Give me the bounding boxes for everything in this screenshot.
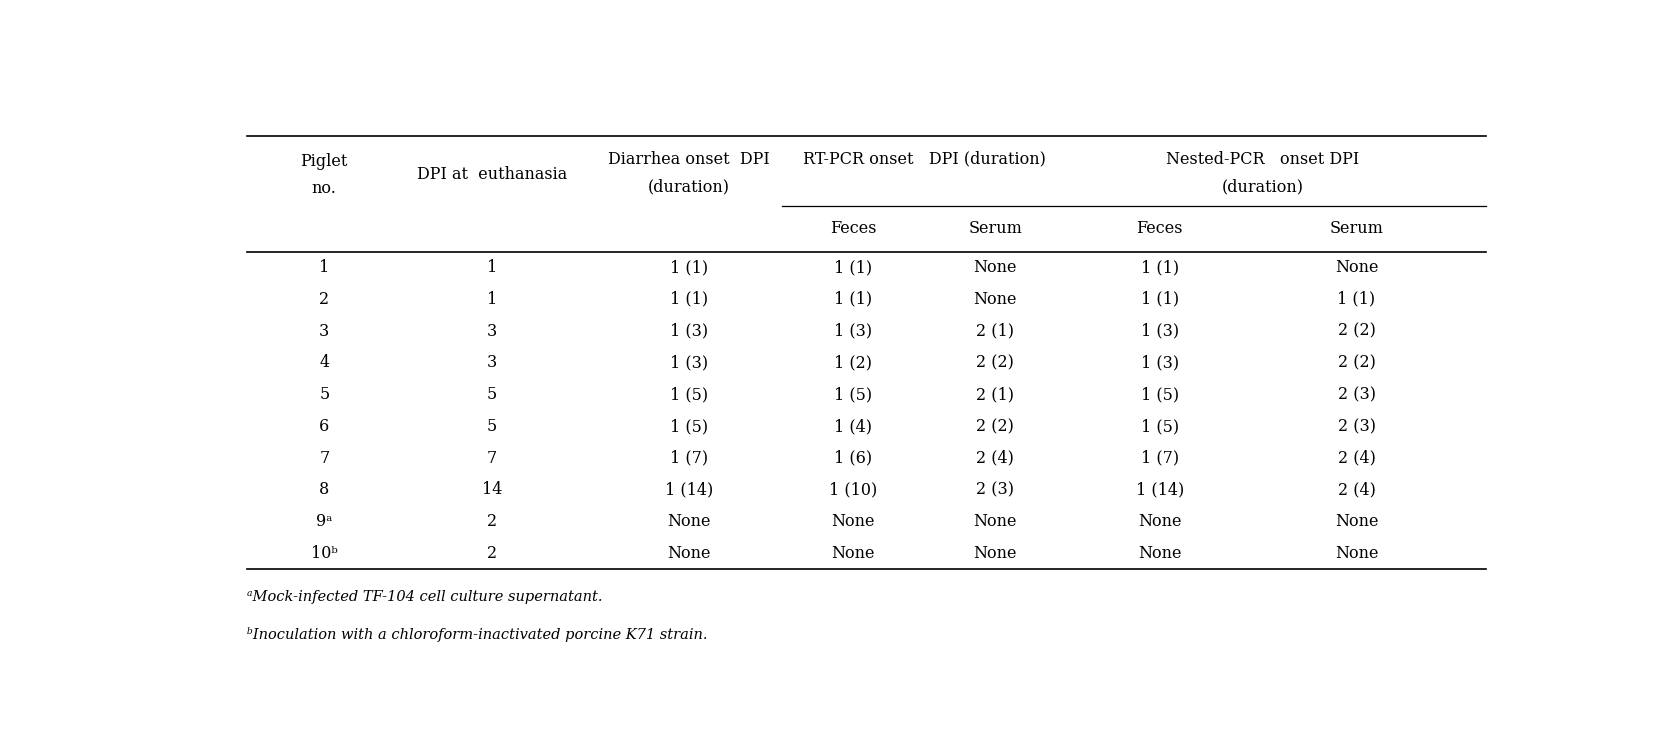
Text: 9ᵃ: 9ᵃ — [316, 513, 333, 530]
Text: None: None — [667, 545, 711, 562]
Text: 2: 2 — [319, 291, 329, 308]
Text: 1 (5): 1 (5) — [1140, 386, 1178, 404]
Text: ᵇInoculation with a chloroform-inactivated porcine K71 strain.: ᵇInoculation with a chloroform-inactivat… — [246, 627, 707, 642]
Text: 2 (1): 2 (1) — [975, 322, 1013, 340]
Text: Piglet: Piglet — [301, 153, 348, 170]
Text: 2 (4): 2 (4) — [1336, 482, 1374, 499]
Text: 2 (2): 2 (2) — [975, 354, 1013, 371]
Text: DPI at  euthanasia: DPI at euthanasia — [416, 166, 567, 183]
Text: RT-PCR onset   DPI (duration): RT-PCR onset DPI (duration) — [802, 151, 1045, 168]
Text: 1 (5): 1 (5) — [834, 386, 872, 404]
Text: 1 (10): 1 (10) — [829, 482, 877, 499]
Text: 1: 1 — [319, 259, 329, 276]
Text: None: None — [973, 291, 1017, 308]
Text: 14: 14 — [481, 482, 503, 499]
Text: 2 (4): 2 (4) — [975, 450, 1013, 466]
Text: 1 (4): 1 (4) — [834, 418, 872, 435]
Text: Nested-PCR   onset DPI: Nested-PCR onset DPI — [1166, 151, 1359, 168]
Text: None: None — [1137, 545, 1181, 562]
Text: 2 (2): 2 (2) — [1336, 354, 1374, 371]
Text: None: None — [830, 545, 875, 562]
Text: 7: 7 — [319, 450, 329, 466]
Text: 2 (2): 2 (2) — [975, 418, 1013, 435]
Text: None: None — [973, 259, 1017, 276]
Text: 2 (4): 2 (4) — [1336, 450, 1374, 466]
Text: 1 (14): 1 (14) — [664, 482, 712, 499]
Text: 4: 4 — [319, 354, 329, 371]
Text: Feces: Feces — [1137, 220, 1183, 237]
Text: 1 (5): 1 (5) — [669, 386, 707, 404]
Text: 1 (1): 1 (1) — [1336, 291, 1374, 308]
Text: 1 (7): 1 (7) — [1140, 450, 1178, 466]
Text: 3: 3 — [486, 322, 498, 340]
Text: 7: 7 — [486, 450, 498, 466]
Text: None: None — [1335, 259, 1378, 276]
Text: 1 (1): 1 (1) — [1140, 259, 1178, 276]
Text: 1 (3): 1 (3) — [1140, 322, 1178, 340]
Text: 5: 5 — [319, 386, 329, 404]
Text: 2 (2): 2 (2) — [1336, 322, 1374, 340]
Text: Feces: Feces — [830, 220, 875, 237]
Text: 1 (3): 1 (3) — [1140, 354, 1178, 371]
Text: 10ᵇ: 10ᵇ — [311, 545, 338, 562]
Text: 1 (5): 1 (5) — [669, 418, 707, 435]
Text: None: None — [830, 513, 875, 530]
Text: 8: 8 — [319, 482, 329, 499]
Text: no.: no. — [311, 180, 336, 196]
Text: 3: 3 — [319, 322, 329, 340]
Text: 2 (3): 2 (3) — [975, 482, 1013, 499]
Text: Serum: Serum — [1330, 220, 1383, 237]
Text: 1 (14): 1 (14) — [1135, 482, 1183, 499]
Text: 2 (3): 2 (3) — [1336, 386, 1374, 404]
Text: None: None — [973, 545, 1017, 562]
Text: 6: 6 — [319, 418, 329, 435]
Text: 3: 3 — [486, 354, 498, 371]
Text: 1 (2): 1 (2) — [834, 354, 872, 371]
Text: None: None — [973, 513, 1017, 530]
Text: 1 (1): 1 (1) — [1140, 291, 1178, 308]
Text: 2: 2 — [486, 513, 498, 530]
Text: ᵃMock-infected TF-104 cell culture supernatant.: ᵃMock-infected TF-104 cell culture super… — [246, 590, 602, 604]
Text: 1 (3): 1 (3) — [669, 322, 707, 340]
Text: 5: 5 — [486, 418, 498, 435]
Text: None: None — [1137, 513, 1181, 530]
Text: 1 (3): 1 (3) — [669, 354, 707, 371]
Text: None: None — [667, 513, 711, 530]
Text: 1 (1): 1 (1) — [669, 259, 707, 276]
Text: 1: 1 — [486, 291, 498, 308]
Text: 1 (3): 1 (3) — [834, 322, 872, 340]
Text: 2: 2 — [486, 545, 498, 562]
Text: 1 (7): 1 (7) — [669, 450, 707, 466]
Text: Serum: Serum — [968, 220, 1022, 237]
Text: 2 (1): 2 (1) — [975, 386, 1013, 404]
Text: 1 (1): 1 (1) — [669, 291, 707, 308]
Text: (duration): (duration) — [647, 178, 729, 196]
Text: None: None — [1335, 545, 1378, 562]
Text: None: None — [1335, 513, 1378, 530]
Text: 1 (6): 1 (6) — [834, 450, 872, 466]
Text: 1: 1 — [486, 259, 498, 276]
Text: 5: 5 — [486, 386, 498, 404]
Text: 2 (3): 2 (3) — [1336, 418, 1374, 435]
Text: (duration): (duration) — [1221, 178, 1303, 196]
Text: 1 (5): 1 (5) — [1140, 418, 1178, 435]
Text: 1 (1): 1 (1) — [834, 291, 872, 308]
Text: 1 (1): 1 (1) — [834, 259, 872, 276]
Text: Diarrhea onset  DPI: Diarrhea onset DPI — [607, 151, 769, 168]
